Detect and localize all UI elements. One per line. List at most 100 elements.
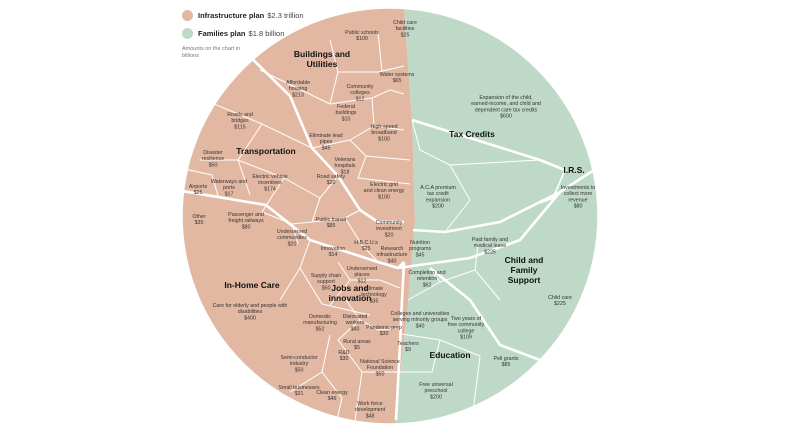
cell-label-waterways-and-ports: Waterways and ports $17: [211, 179, 247, 197]
cell-label-care-for-elderly-and-people-with-disabilities: Care for elderly and people with disabili…: [213, 303, 288, 321]
cell-label-federal-buildings: Federal buildings $10: [336, 104, 357, 122]
cell-border: [259, 69, 331, 105]
cell-label-rural-areas: Rural areas $5: [343, 339, 371, 351]
cell-label-semi-conductor-industry: Semi-conductor industry $50: [280, 355, 317, 373]
cell-border: [329, 89, 405, 105]
cell-label-expansion-of-the-child-earned-income-and-child-and-dependent-care-tax-credits: Expansion of the child, earned-income, an…: [471, 95, 541, 120]
cell-border: [279, 267, 301, 301]
legend-swatch-families: [182, 28, 193, 39]
cell-label-high-speed-broadband: High-speed broadband $100: [370, 124, 397, 142]
cell-label-water-systems: Water systems $65: [380, 72, 415, 84]
cell-label-national-science-foundation: National Science Foundation $50: [360, 359, 400, 377]
cell-label-public-schools: Public schools $100: [345, 30, 379, 42]
cell-label-disaster-resilience: Disaster resilience $50: [202, 150, 224, 168]
legend-swatch-infrastructure: [182, 10, 193, 21]
cell-borders: [182, 31, 595, 424]
cell-border: [373, 125, 405, 131]
cell-label-child-care: Child care $225: [548, 295, 572, 307]
cell-label-electric-grid-and-clean-energy: Electric grid and clean energy $100: [364, 182, 405, 200]
legend-amount-infrastructure: $2.3 trillion: [267, 11, 304, 20]
cell-label-clean-energy: Clean energy $46: [316, 390, 348, 402]
cell-border: [357, 155, 411, 185]
cell-label-paid-family-and-medical-leave: Paid family and medical leave $225: [472, 237, 508, 255]
cell-border: [311, 139, 411, 161]
cell-label-innovation: Innovation $14: [321, 246, 345, 258]
cell-label-other: Other $35: [192, 214, 205, 226]
legend: Infrastructure plan $2.3 trillion Famili…: [182, 10, 322, 60]
cell-label-free-universal-preschool: Free universal preschool $200: [419, 382, 453, 400]
cell-label-affordable-housing: Affordable housing $213: [286, 80, 310, 98]
cell-label-child-care-facilities: Child care facilities $25: [393, 20, 417, 38]
cell-border: [182, 167, 219, 197]
cell-label-underserved-communities: Underserved communities $20: [277, 229, 307, 247]
cell-border: [397, 191, 561, 270]
cell-label-nutrition-programs: Nutrition programs $45: [409, 240, 432, 258]
cell-label-a-c-a-premium-tax-credit-expansion: A.C.A premium tax credit expansion $200: [420, 185, 456, 210]
cell-label-work-force-development: Work force development $48: [355, 401, 386, 419]
cell-border: [394, 261, 406, 421]
cell-border: [261, 177, 285, 213]
cell-label-investments-to-collect-more-revenue: Investments to collect more revenue $80: [561, 185, 595, 210]
cell-border: [321, 371, 343, 424]
cell-label-dislocated-workers: Dislocated workers $40: [343, 314, 368, 332]
cell-label-electric-vehicle-incentives: Electric vehicle incentives $174: [252, 174, 287, 192]
group-label-transportation: Transportation: [236, 146, 296, 156]
cell-label-underserved-places: Underserved places $12: [347, 266, 377, 284]
cell-border: [338, 65, 405, 73]
group-label-tax-credits: Tax Credits: [449, 129, 495, 139]
cell-label-two-years-of-free-community-college: Two years of free community college $109: [448, 316, 485, 341]
cell-label-public-transit: Public transit $85: [316, 217, 347, 229]
cell-border: [319, 175, 339, 199]
cell-border: [398, 339, 441, 373]
cell-border: [344, 217, 379, 263]
group-label-child-and-family-support: Child and Family Support: [505, 255, 544, 285]
legend-entry-families: Families plan $1.8 billion: [182, 28, 322, 39]
cell-label-r-d: R&D $30: [338, 350, 349, 362]
cell-label-colleges-and-universities-serving-minority-groups: Colleges and universities serving minorit…: [391, 311, 450, 329]
cell-label-community-colleges: Community colleges $12: [347, 84, 374, 102]
cell-label-research-infrastructure: Research infrastructure $40: [377, 246, 408, 264]
cell-border: [261, 123, 313, 149]
plan-halves: [182, 8, 598, 424]
cell-label-pell-grants: Pell grants $85: [493, 356, 518, 368]
group-label-education: Education: [429, 350, 470, 360]
cell-border: [354, 371, 363, 421]
cell-border: [237, 159, 321, 223]
cell-label-domestic-manufacturing: Domestic manufacturing $52: [303, 314, 337, 332]
legend-name-infrastructure: Infrastructure plan: [198, 11, 265, 20]
cell-labels: Buildings and Utilities Public schools $100…: [189, 20, 595, 419]
cell-border: [291, 221, 313, 225]
cell-label-h-b-c-u-s: H.B.C.U.s $25: [354, 240, 378, 252]
cell-label-road-safety: Road safety $20: [317, 174, 346, 186]
cell-border: [412, 168, 595, 234]
group-label-in-home-care: In-Home Care: [224, 280, 280, 290]
legend-amount-families: $1.8 billion: [248, 29, 285, 38]
legend-entry-infrastructure: Infrastructure plan $2.3 trillion: [182, 10, 322, 21]
cell-border: [474, 269, 501, 301]
cell-label-eliminate-lead-pipes: Eliminate lead pipes $45: [309, 133, 342, 151]
cell-label-veterans-hospitals: Veterans hospitals $18: [335, 157, 356, 175]
cell-label-completion-and-retention: Completion and retention $62: [408, 270, 445, 288]
group-label-i-r-s: I.R.S.: [563, 165, 584, 175]
cell-label-climate-technology: Climate technology $35: [361, 286, 387, 304]
cell-label-teachers: Teachers $9: [397, 341, 419, 353]
group-label-buildings-and-utilities: Buildings and Utilities: [294, 49, 350, 69]
families-plan-region: [395, 8, 598, 424]
cell-label-community-investment: Community investment $20: [376, 220, 403, 238]
cell-border: [350, 279, 401, 289]
cell-label-roads-and-bridges: Roads and bridges $115: [227, 112, 253, 130]
cell-border: [377, 31, 383, 73]
cell-label-passenger-and-freight-railways: Passenger and freight railways $80: [228, 212, 264, 230]
cell-label-supply-chain-support: Supply chain support $50: [311, 273, 341, 291]
cell-border: [411, 118, 566, 172]
group-label-jobs-and-innovation: Jobs and innovation: [329, 283, 372, 303]
legend-note: Amounts on the chart in billions: [182, 46, 241, 59]
cell-border: [444, 164, 471, 233]
legend-name-families: Families plan: [198, 29, 246, 38]
cell-border: [359, 319, 401, 331]
cell-border: [321, 303, 371, 316]
cell-border: [429, 266, 541, 362]
cell-border: [411, 119, 541, 166]
cell-label-pandemic-prep: Pandemic prep $30: [366, 325, 402, 337]
